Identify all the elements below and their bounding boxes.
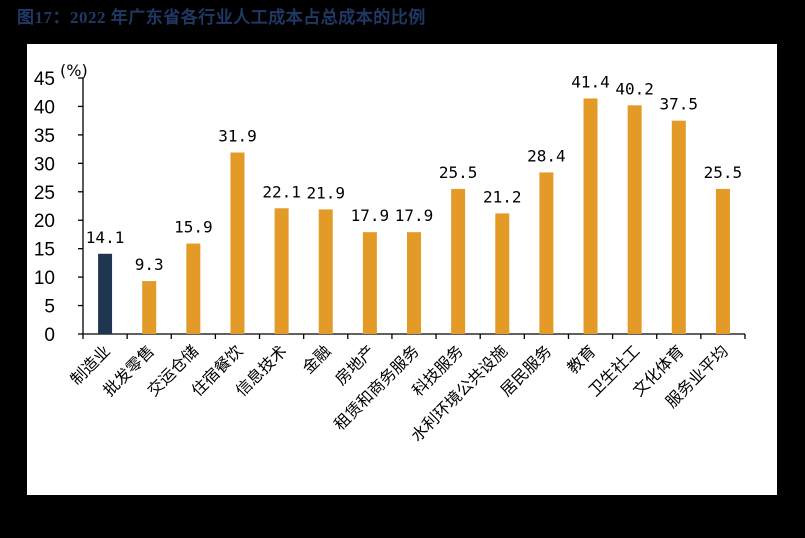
y-tick-label: 30	[34, 154, 55, 175]
bar	[627, 105, 642, 334]
bar-value-label: 37.5	[660, 95, 699, 114]
bar-value-label: 9.3	[135, 255, 164, 274]
bar-value-label: 21.2	[483, 187, 522, 206]
bar-value-label: 41.4	[571, 72, 610, 91]
y-tick-label: 25	[34, 183, 55, 204]
category-label: 金融	[298, 341, 334, 377]
bar-value-label: 17.9	[351, 206, 390, 225]
y-axis-unit-label: (%)	[60, 61, 88, 80]
bar	[362, 232, 377, 334]
y-tick-label: 20	[34, 211, 55, 232]
bar-value-label: 22.1	[262, 182, 301, 201]
bar	[539, 172, 554, 334]
bar	[274, 208, 289, 334]
bar-value-label: 14.1	[86, 228, 125, 247]
bar	[583, 98, 598, 334]
bar-value-label: 40.2	[615, 79, 654, 98]
bar	[671, 120, 686, 335]
category-label: 教育	[563, 341, 599, 377]
bar-value-label: 28.4	[527, 146, 566, 165]
bar	[407, 232, 421, 334]
bar	[451, 188, 466, 334]
y-tick-label: 15	[34, 240, 55, 261]
y-tick-label: 45	[34, 69, 55, 90]
y-tick-label: 40	[34, 97, 55, 118]
y-tick-label: 0	[44, 325, 55, 346]
chart-panel: 0 5 10 15 20 25 30 35 40 45 (%) 14.1 制造业 9.3 批发零售 15.9 交…	[27, 44, 777, 495]
bar	[186, 243, 201, 334]
bar	[318, 209, 333, 334]
bar	[142, 281, 157, 334]
bar-value-label: 25.5	[439, 163, 478, 182]
y-tick-label: 35	[34, 126, 55, 147]
y-tick-label: 10	[34, 268, 55, 289]
bar-value-label: 21.9	[306, 183, 345, 202]
bar	[98, 253, 113, 334]
bar-value-label: 17.9	[395, 206, 434, 225]
bar	[230, 152, 245, 334]
bar	[715, 188, 730, 334]
bar-value-label: 31.9	[218, 127, 257, 146]
y-tick-label: 5	[44, 297, 55, 318]
bar-value-label: 15.9	[174, 218, 213, 237]
bar	[495, 213, 510, 334]
bar-value-label: 25.5	[704, 163, 743, 182]
chart-title: 图17：2022 年广东省各行业人工成本占总成本的比例	[17, 8, 426, 27]
